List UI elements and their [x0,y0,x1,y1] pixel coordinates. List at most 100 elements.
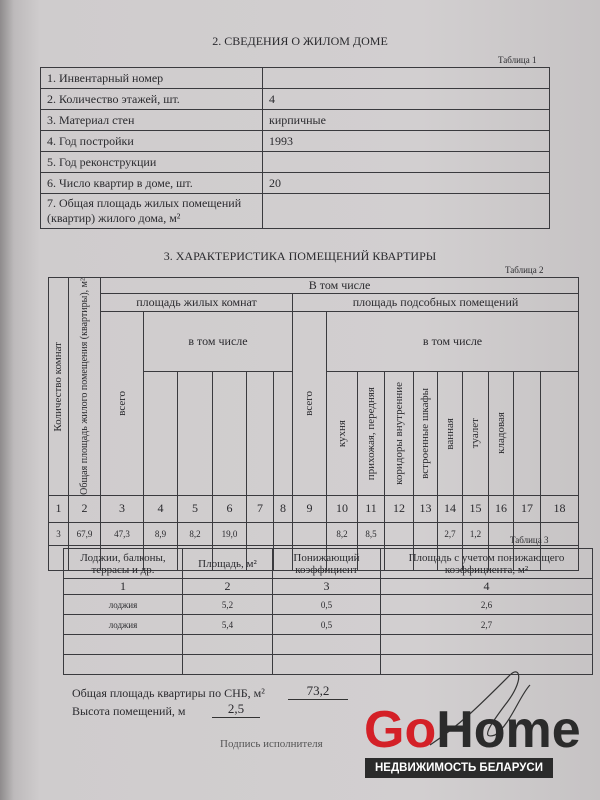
cell: 8,9 [143,521,178,546]
aux-col-header: кладовая [494,412,507,455]
table-row: лоджия 5,2 0,5 2,6 [63,594,593,615]
col-num: 1 [63,578,183,595]
aux-col-header: прихожая, передняя [364,386,377,480]
aux-col-header: туалет [469,418,482,449]
col-num: 18 [539,494,580,523]
section3-title: 3. ХАРАКТЕРИСТИКА ПОМЕЩЕНИЙ КВАРТИРЫ [163,249,437,263]
room-height-label: Высота помещений, м [72,704,186,718]
signature-label: Подпись исполнителя [220,738,323,750]
total-area-header: Общая площадь жилого помещения (квартиры… [79,278,90,495]
col-num: 7 [246,494,274,523]
table2-label: Таблица 2 [505,265,544,275]
col-num: 8 [273,494,293,523]
row-label: 4. Год постройки [40,130,263,152]
signature-mark [429,671,531,746]
aux-col-header: кухня [335,419,348,447]
row-label: 2. Количество этажей, шт. [40,88,263,110]
col-num: 16 [488,494,514,523]
cell: 8,2 [177,521,213,546]
cell: 1,2 [462,521,489,546]
incl-header: В том числе [99,277,580,294]
cell: 2,6 [380,594,593,615]
col-num: 6 [212,494,247,523]
total-area-label: Общая площадь квартиры по СНБ, м² [72,686,265,700]
col-num: 5 [177,494,213,523]
cell: 47,3 [100,521,144,546]
col-num: 4 [143,494,178,523]
living-incl-header: в том числе [143,311,293,372]
cell: 5,4 [182,614,273,635]
row-label: 3. Материал стен [40,109,263,131]
col-num: 17 [513,494,541,523]
row-value: 4 [262,88,550,110]
cell: 8,2 [326,521,358,546]
aux-header: площадь подсобных помещений [291,293,580,312]
row-value: 20 [262,172,550,194]
row-value [262,193,550,229]
section2-title: 2. СВЕДЕНИЯ О ЖИЛОМ ДОМЕ [212,34,388,48]
living-header: площадь жилых комнат [100,293,293,312]
cell: 67,9 [68,521,101,546]
gohome-logo: GoHome [364,704,581,756]
col-num: 2 [182,578,273,595]
aux-total-header: всего [303,391,316,416]
cell: 0,5 [272,614,381,635]
col-num: 9 [292,494,327,523]
cell: лоджия [63,594,183,615]
col-num: 14 [437,494,463,523]
row-value: кирпичные [262,109,550,131]
table1-label: Таблица 1 [498,55,537,65]
aux-col-header: встроенные шкафы [419,387,432,479]
row-label: 5. Год реконструкции [40,151,263,173]
col-num: 3 [100,494,144,523]
row-label: 1. Инвентарный номер [40,67,263,89]
row-label: 7. Общая площадь жилых помещений (кварти… [40,193,263,229]
cell [539,521,580,546]
cell: 2,7 [437,521,463,546]
col-num: 4 [380,578,593,595]
col-num: 2 [68,494,101,523]
logo-tagline: НЕДВИЖИМОСТЬ БЕЛАРУСИ [365,758,553,778]
rooms-count-header: Количество комнат [52,341,65,432]
col-num: 3 [272,578,381,595]
column-numbers-row: 1 2 3 4 5 6 7 8 9 10 11 12 13 14 15 16 17 18 [48,494,580,523]
cell [413,521,438,546]
cell: 3 [48,521,69,546]
cell: 5,2 [182,594,273,615]
cell [384,521,414,546]
table-row: лоджия 5,4 0,5 2,7 [63,614,593,635]
rooms-table: Количество комнат Общая площадь жилого п… [48,277,580,571]
row-value: 1993 [262,130,550,152]
cell [292,521,327,546]
living-total-header: всего [115,391,128,416]
logo-home: Home [436,701,581,759]
table-row: 3 67,9 47,3 8,9 8,2 19,0 8,2 8,5 2,7 1,2 [48,521,580,546]
col-num: 1 [48,494,69,523]
row-value [262,151,550,173]
cell: 19,0 [212,521,247,546]
col-num: 13 [413,494,438,523]
col-num: 10 [326,494,358,523]
cell [273,521,293,546]
header-cell: Площадь с учетом понижающего коэффициент… [380,548,593,579]
house-info-table: 1. Инвентарный номер 2. Количество этаже… [40,67,550,229]
cell: 0,5 [272,594,381,615]
cell: 8,5 [357,521,385,546]
total-area-value: 73,2 [288,683,348,700]
cell [246,521,274,546]
col-num: 11 [357,494,385,523]
header-cell: Площадь, м² [182,548,273,579]
col-num: 12 [384,494,414,523]
aux-incl-header: в том числе [325,311,580,372]
row-label: 6. Число квартир в доме, шт. [40,172,263,194]
table3-label: Таблица 3 [510,535,549,545]
aux-col-header: ванная [443,417,456,450]
logo-go: Go [364,701,437,759]
header-cell: Лоджии, балконы, террасы и др. [63,548,183,579]
col-num: 15 [462,494,489,523]
row-value [262,67,550,89]
room-height-value: 2,5 [212,701,260,718]
header-cell: Понижающий коэффициент [272,548,381,579]
aux-col-header: коридоры внутренние [392,381,405,485]
cell: 2,7 [380,614,593,635]
